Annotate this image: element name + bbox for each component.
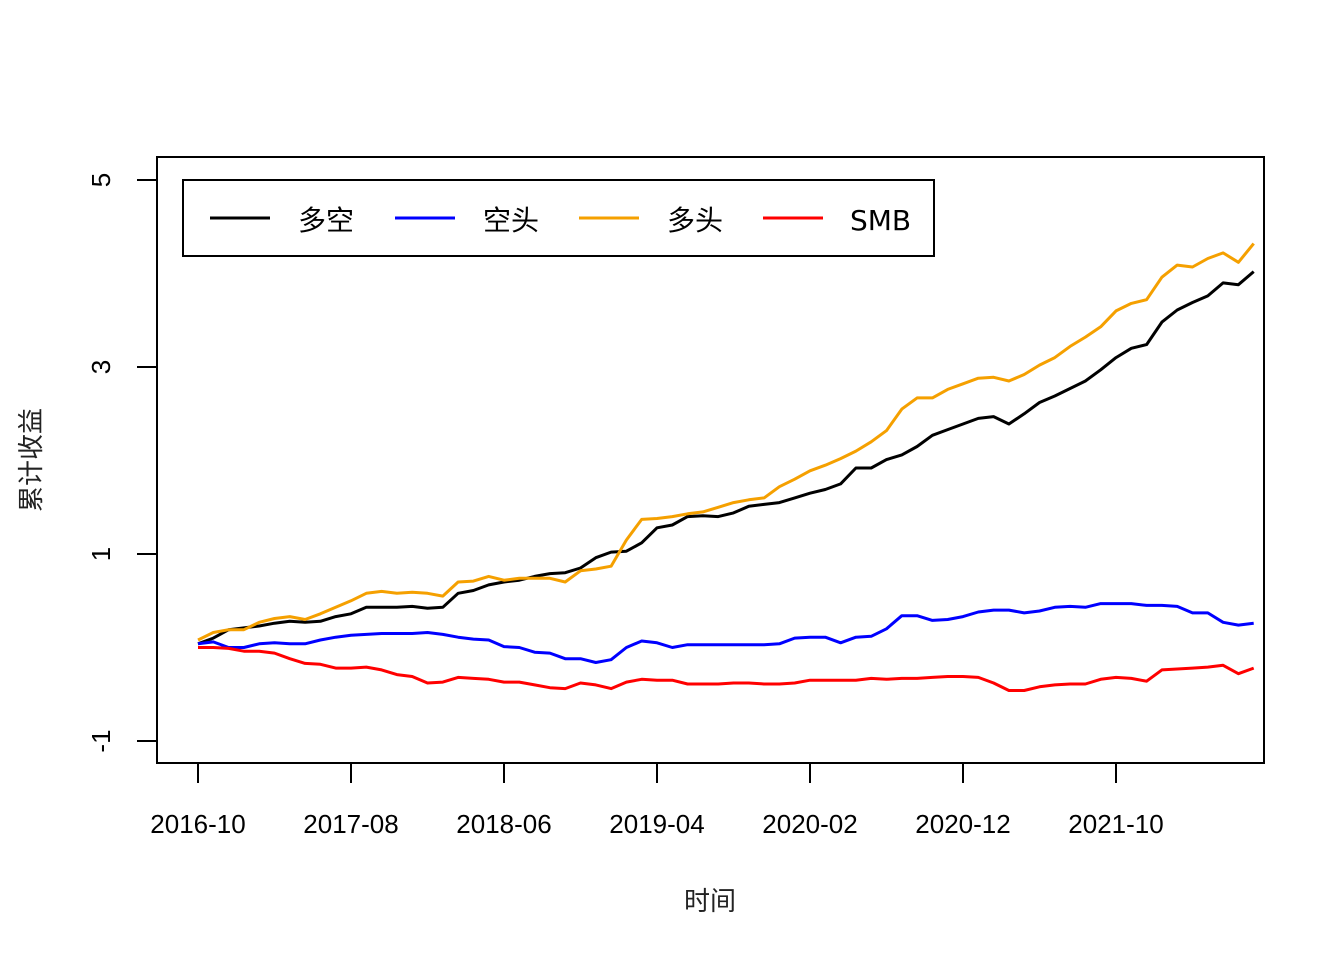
x-tick-label: 2020-12 <box>915 809 1010 839</box>
series-line-short <box>197 602 1254 664</box>
y-tick-label: 5 <box>86 173 116 187</box>
y-tick-label: 1 <box>86 547 116 561</box>
x-tick-label: 2018-06 <box>456 809 551 839</box>
legend-label-smb: SMB <box>850 204 911 237</box>
x-tick-label: 2016-10 <box>150 809 245 839</box>
series-line-smb <box>198 646 1255 692</box>
x-axis-title: 时间 <box>684 887 736 917</box>
legend-label-long: 多头 <box>667 204 723 237</box>
series-line-long-short <box>197 270 1255 646</box>
x-axis: 2016-10 2017-08 2018-06 2019-04 2020-02 2020-… <box>150 762 1164 839</box>
y-axis: -1 1 3 5 <box>86 173 158 753</box>
y-tick-label: 3 <box>86 360 116 374</box>
x-tick-label: 2021-10 <box>1068 809 1163 839</box>
x-tick-label: 2019-04 <box>609 809 704 839</box>
series-line-long <box>197 242 1255 642</box>
y-axis-title: 累计收益 <box>17 408 47 512</box>
x-tick-label: 2020-02 <box>762 809 857 839</box>
y-tick-label: -1 <box>86 729 116 752</box>
x-tick-label: 2017-08 <box>303 809 398 839</box>
legend-label-short: 空头 <box>483 204 539 237</box>
series-layer <box>197 242 1255 692</box>
legend: 多空 空头 多头 SMB <box>182 179 935 257</box>
legend-label-long-short: 多空 <box>298 204 354 237</box>
